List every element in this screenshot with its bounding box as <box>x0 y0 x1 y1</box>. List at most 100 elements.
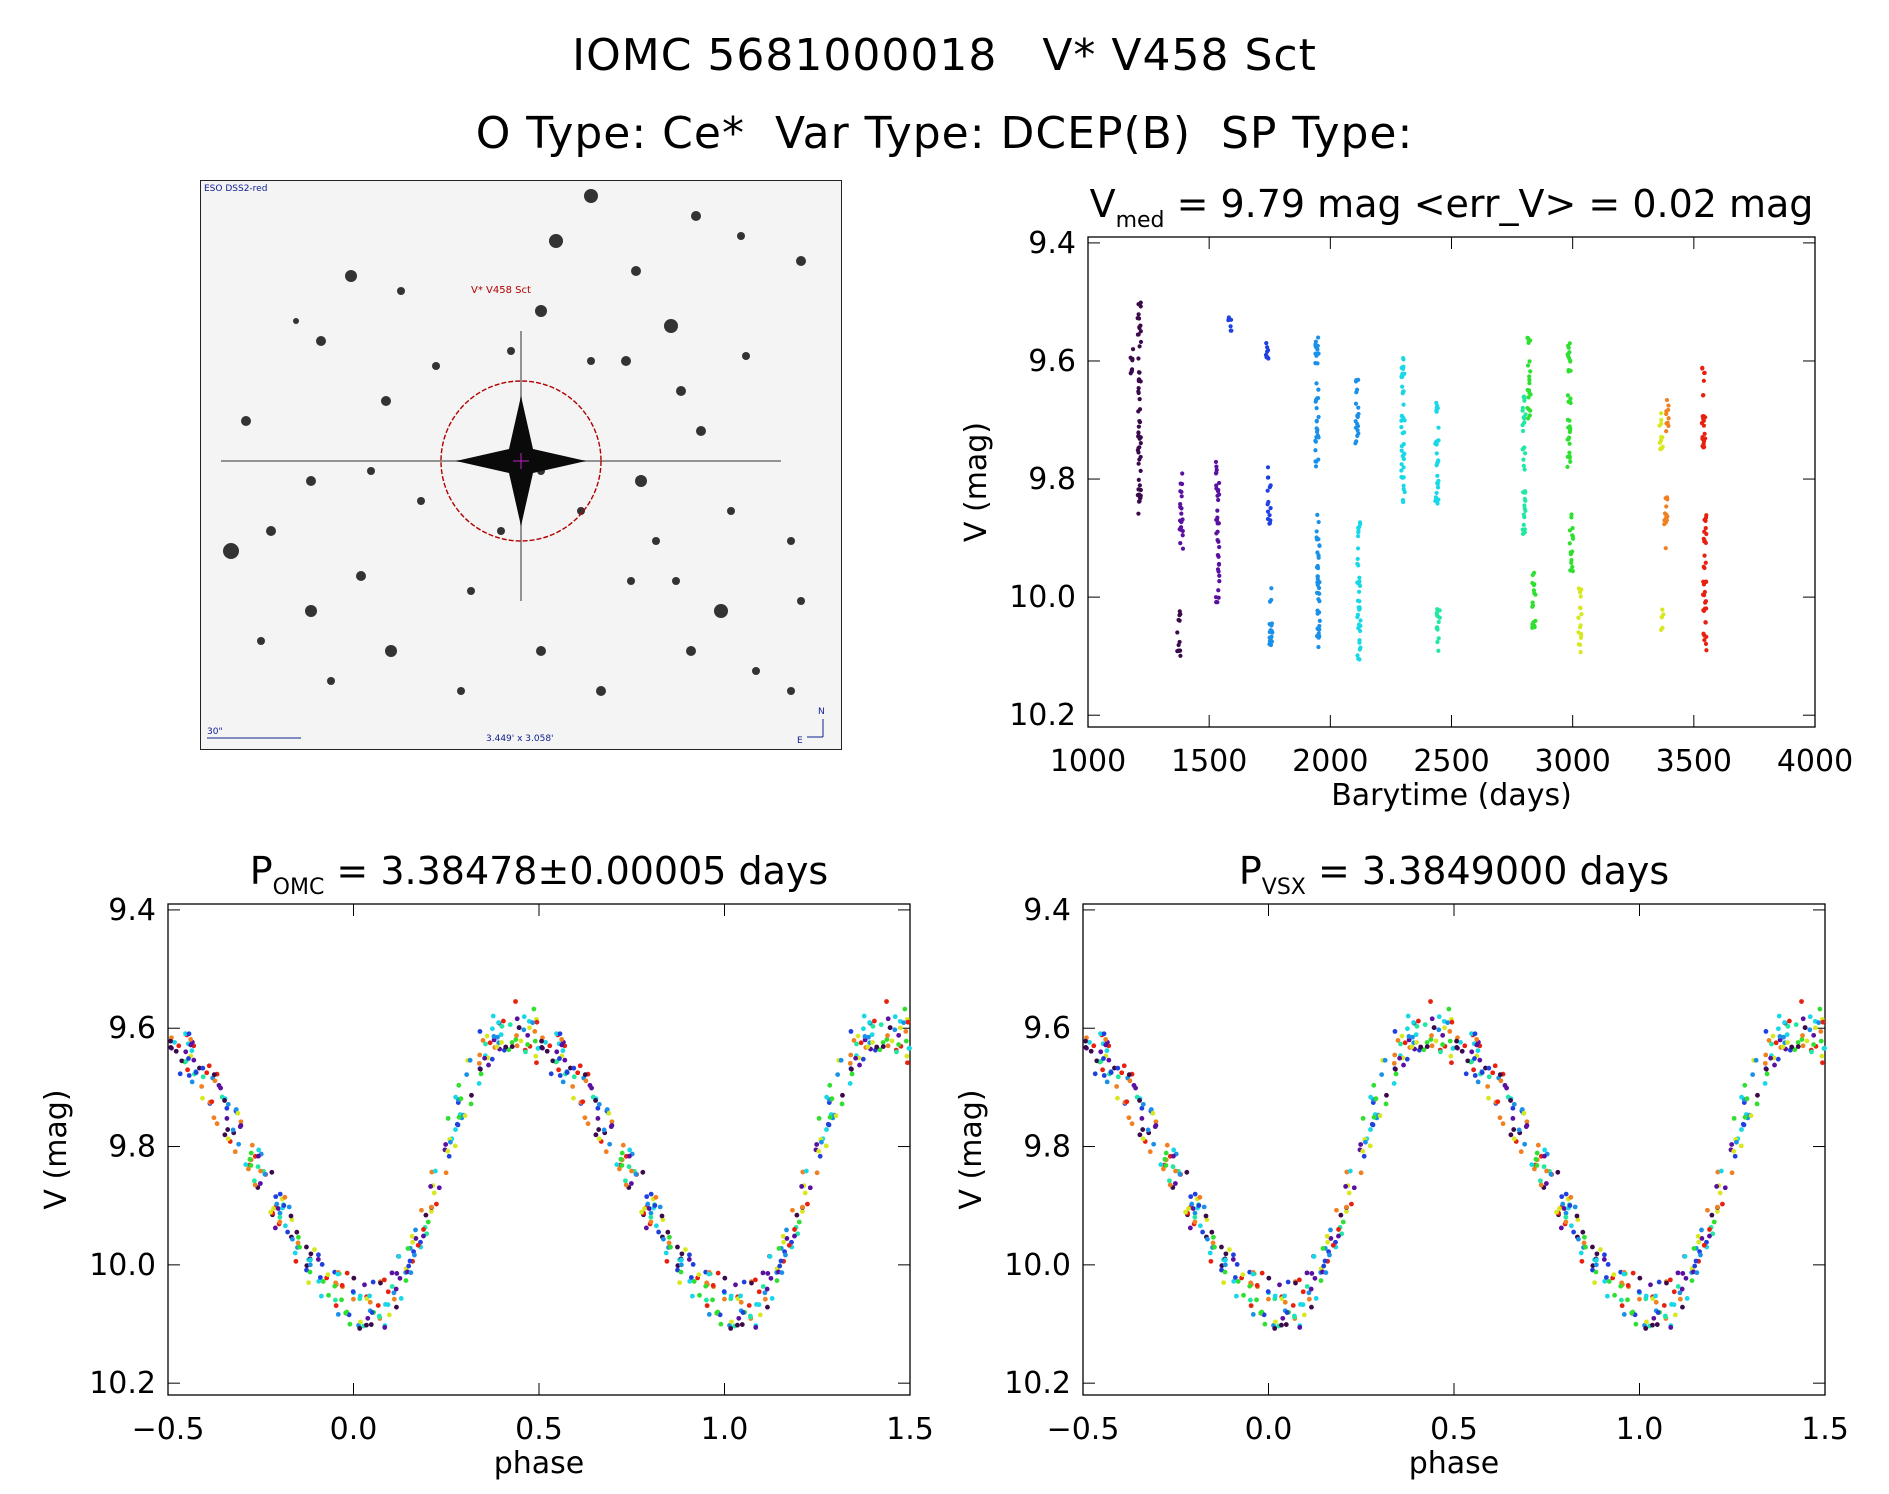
phase_vsx-point <box>1328 1227 1333 1233</box>
phase_omc-point <box>667 1234 672 1240</box>
lightcurve-point <box>1353 441 1358 446</box>
phase_omc-point <box>357 1293 363 1299</box>
phase_omc-point <box>583 1078 589 1084</box>
lightcurve-point <box>1435 485 1441 490</box>
lightcurve-point <box>1435 614 1441 619</box>
lightcurve-point <box>1355 534 1361 539</box>
lightcurve-point <box>1356 431 1361 436</box>
phase_vsx-point <box>1161 1166 1166 1172</box>
lightcurve-xtick-label: 2000 <box>1292 744 1368 779</box>
phase_omc-point <box>448 1139 453 1145</box>
phase_omc-point <box>224 1105 230 1111</box>
lightcurve-point <box>1701 441 1706 446</box>
phase_vsx-point <box>1404 1056 1410 1062</box>
lightcurve-point <box>1577 642 1583 647</box>
phase_vsx-point <box>1764 1071 1770 1077</box>
phase_omc-point <box>653 1223 659 1229</box>
phase_vsx-point <box>1395 1037 1401 1043</box>
lightcurve-point <box>1136 389 1141 394</box>
phase_omc-point <box>193 1070 199 1075</box>
phase_omc-point <box>885 1043 891 1049</box>
phase_vsx-point <box>1537 1178 1543 1184</box>
phase_omc-point <box>855 1033 861 1039</box>
lightcurve-point <box>1569 557 1574 563</box>
phase_vsx-point <box>1567 1203 1573 1208</box>
phase_omc-ytick-label: 10.2 <box>89 1366 156 1401</box>
phase_vsx-point <box>1422 1022 1428 1028</box>
phase_omc-point <box>668 1244 673 1250</box>
phase_vsx-point <box>1306 1296 1312 1302</box>
star-7 <box>293 318 299 324</box>
phase_omc-point <box>316 1252 321 1258</box>
phase_omc-point <box>248 1163 254 1168</box>
phase_omc-point <box>189 1079 195 1085</box>
phase_omc-point <box>503 1044 509 1050</box>
phase_vsx-point <box>1145 1127 1151 1133</box>
phase_omc-point <box>688 1275 694 1280</box>
lightcurve-point <box>1317 543 1322 549</box>
phase_omc-point <box>251 1178 257 1184</box>
phase_vsx-point <box>1692 1263 1698 1269</box>
phase_vsx-ytick-label: 9.6 <box>1023 1011 1071 1046</box>
phase_omc-point <box>614 1162 620 1168</box>
phase_vsx-point <box>1098 1031 1103 1037</box>
phase_omc-point <box>885 1033 890 1038</box>
phase_omc-point <box>827 1082 833 1088</box>
lightcurve-point <box>1356 563 1361 568</box>
phase_omc-point <box>189 1048 195 1054</box>
phase_omc-point <box>589 1085 594 1091</box>
phase_omc-point <box>816 1115 822 1121</box>
phase_omc-point <box>678 1262 684 1268</box>
phase_vsx-xtick-label: 1.0 <box>1616 1412 1664 1447</box>
lightcurve-point <box>1703 620 1708 625</box>
phase_vsx-point <box>1511 1127 1517 1132</box>
phase_omc-point <box>560 1079 566 1085</box>
lightcurve-point <box>1701 415 1706 421</box>
phase_vsx-point <box>1605 1262 1611 1267</box>
lightcurve-point <box>1316 597 1321 602</box>
lightcurve-point <box>1523 508 1528 513</box>
lightcurve-point <box>1435 625 1440 630</box>
phase_omc-point <box>687 1278 693 1284</box>
phase_vsx-point <box>1593 1269 1599 1275</box>
phase_omc-point <box>236 1141 242 1147</box>
lightcurve-title: Vmed = 9.79 mag <err_V> = 0.02 mag <box>1090 182 1814 233</box>
phase_vsx-point <box>1619 1303 1625 1309</box>
phase_vsx-point <box>1563 1191 1569 1197</box>
phase_omc-point <box>902 1006 908 1012</box>
phase_omc-point <box>173 1048 179 1054</box>
phase_vsx-point <box>1485 1084 1491 1089</box>
phase_omc-point <box>628 1181 634 1186</box>
phase_vsx-point <box>1192 1219 1198 1225</box>
star-23 <box>223 543 239 559</box>
phase_vsx-point <box>1477 1057 1483 1063</box>
phase_omc-point <box>453 1094 459 1100</box>
phase_vsx-point <box>1167 1182 1173 1188</box>
phase_omc-point <box>887 1025 893 1031</box>
phase_omc-point <box>456 1082 462 1088</box>
phase_omc-point <box>880 1044 886 1049</box>
lightcurve-point <box>1129 367 1135 372</box>
phase_vsx-point <box>1516 1127 1522 1133</box>
phase_vsx-point <box>1508 1132 1514 1138</box>
phase_omc-point <box>491 1037 497 1043</box>
phase_omc-point <box>548 1071 554 1077</box>
phase_vsx-point <box>1795 1040 1801 1045</box>
phase_vsx-point <box>1230 1257 1236 1262</box>
lightcurve-point <box>1662 511 1668 516</box>
phase_vsx-point <box>1538 1182 1544 1188</box>
phase_omc-point <box>168 1044 174 1050</box>
phase_vsx-point <box>1429 1016 1435 1022</box>
phase_vsx-point <box>1383 1101 1389 1107</box>
phase_omc-point <box>332 1283 338 1289</box>
star-39 <box>536 646 546 656</box>
lightcurve-point <box>1522 530 1527 535</box>
phase_omc-point <box>639 1209 644 1215</box>
phase_omc-point <box>429 1209 434 1214</box>
phase_vsx-point <box>1233 1293 1239 1299</box>
phase_vsx-point <box>1324 1233 1330 1239</box>
phase_vsx-point <box>1163 1163 1169 1168</box>
phase_vsx-point <box>1458 1039 1463 1045</box>
lightcurve-point <box>1566 353 1571 359</box>
phase_omc-point <box>539 1038 544 1044</box>
